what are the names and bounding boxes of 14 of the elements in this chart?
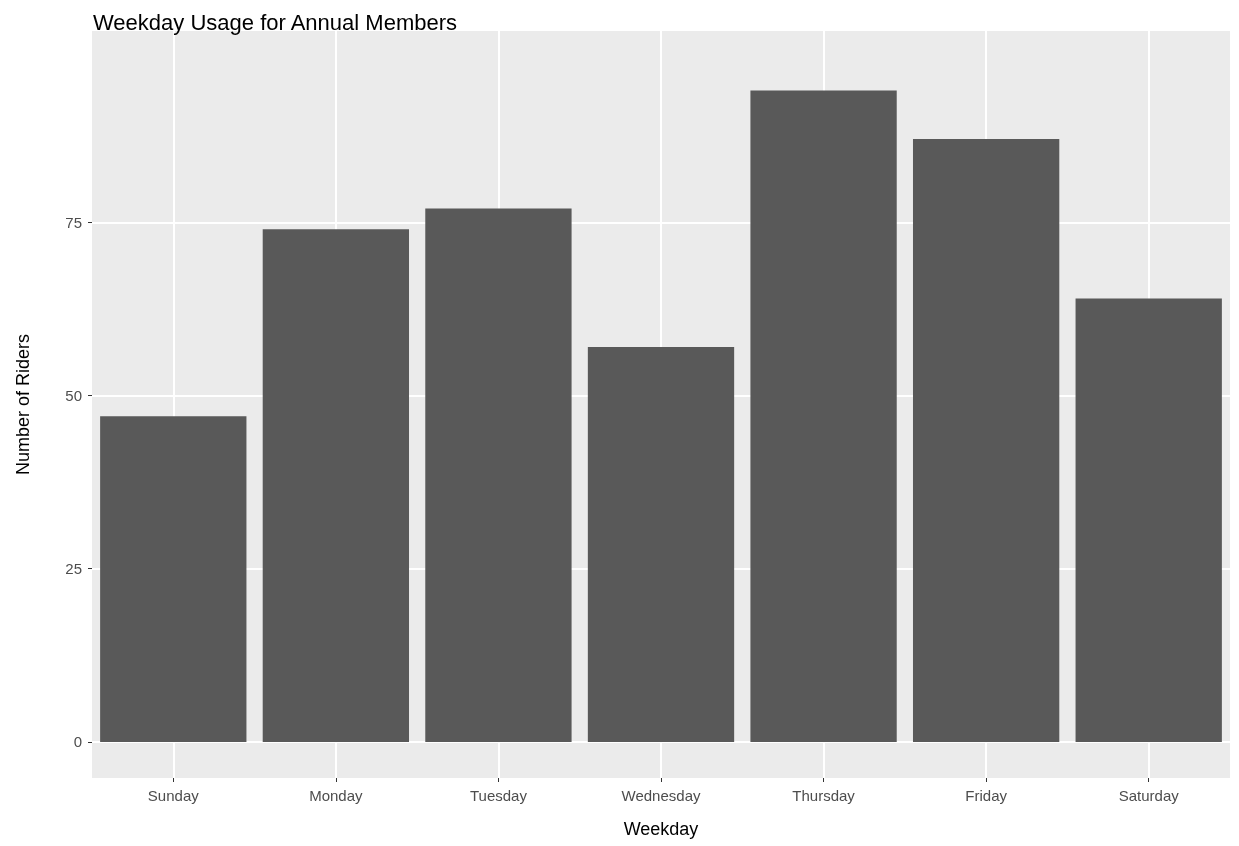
y-tick-label: 50 [65, 386, 82, 404]
x-tick-label: Monday [309, 787, 364, 804]
y-tick-label: 0 [73, 733, 82, 751]
y-axis-title: Number of Riders [13, 333, 33, 476]
x-tick-label: Tuesday [469, 787, 528, 804]
x-tick-label: Friday [965, 787, 1008, 804]
x-tick-label: Sunday [147, 787, 200, 804]
y-tick-label: 75 [65, 213, 82, 231]
chart-title: Weekday Usage for Annual Members [93, 9, 457, 35]
x-tick-label: Thursday [792, 787, 856, 804]
y-tick-label: 25 [65, 560, 82, 578]
x-tick-label: Saturday [1118, 787, 1180, 804]
x-tick-label: Wednesday [621, 787, 701, 804]
x-axis-title: Weekday [623, 819, 699, 839]
